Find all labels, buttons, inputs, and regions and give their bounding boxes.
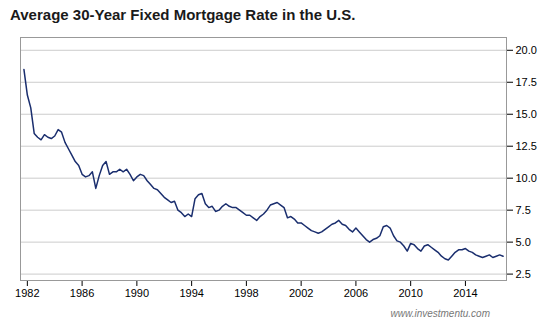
svg-text:5.0: 5.0 <box>516 236 531 248</box>
svg-text:1998: 1998 <box>234 287 258 299</box>
html-text:www.investmentu.com: www.investmentu.com <box>390 308 490 319</box>
svg-text:1982: 1982 <box>15 287 39 299</box>
svg-text:15.0: 15.0 <box>516 108 537 120</box>
svg-text:12.5: 12.5 <box>516 140 537 152</box>
svg-text:17.5: 17.5 <box>516 76 537 88</box>
svg-text:2002: 2002 <box>289 287 313 299</box>
svg-text:2010: 2010 <box>398 287 422 299</box>
svg-text:2006: 2006 <box>344 287 368 299</box>
svg-text:10.0: 10.0 <box>516 172 537 184</box>
svg-text:1994: 1994 <box>179 287 203 299</box>
svg-text:7.5: 7.5 <box>516 204 531 216</box>
html-text:Average 30-Year Fixed Mortgage: Average 30-Year Fixed Mortgage Rate in t… <box>10 6 356 23</box>
svg-text:1990: 1990 <box>125 287 149 299</box>
svg-text:2.5: 2.5 <box>516 268 531 280</box>
svg-text:20.0: 20.0 <box>516 44 537 56</box>
svg-text:1986: 1986 <box>70 287 94 299</box>
svg-text:2014: 2014 <box>453 287 477 299</box>
